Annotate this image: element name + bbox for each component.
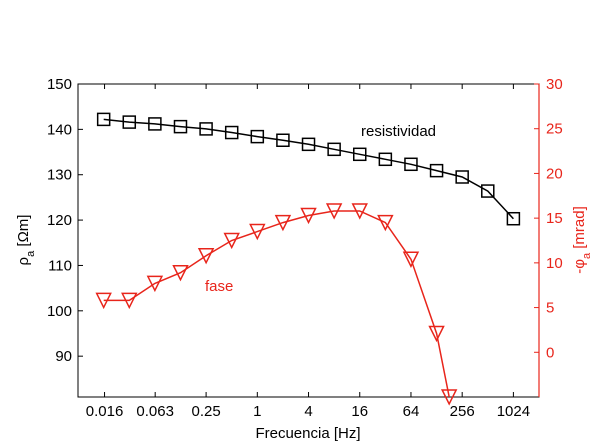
data-point [378, 152, 393, 167]
data-point [300, 207, 317, 225]
data-point [173, 119, 188, 134]
left-axis-title-unit: [Ωm] [15, 215, 32, 251]
x-axis: 0.016 0.063 0.25 1 4 16 64 256 1024 [86, 84, 530, 420]
left-tick-label: 130 [47, 167, 72, 184]
right-axis-title-sub: a [581, 252, 593, 259]
data-point [351, 203, 368, 220]
data-point [301, 137, 316, 152]
data-point [172, 264, 189, 282]
left-axis-title-sub: a [25, 250, 37, 257]
data-point [224, 125, 239, 140]
data-point [327, 142, 341, 157]
left-tick-label: 120 [47, 212, 72, 229]
annotation-fase: fase [205, 278, 233, 295]
data-point [96, 112, 111, 127]
data-point [455, 170, 469, 184]
x-tick-label: 0.016 [86, 403, 124, 420]
data-point [199, 122, 213, 136]
x-axis-title: Frecuencia [Hz] [255, 425, 360, 442]
data-point [276, 133, 290, 147]
data-point [223, 232, 240, 250]
data-point [377, 214, 394, 232]
data-point [274, 214, 292, 232]
data-point [352, 147, 367, 162]
series-layer [95, 112, 521, 406]
data-point [95, 292, 112, 310]
right-tick-label: 15 [546, 210, 563, 227]
x-tick-label: 1024 [497, 403, 530, 420]
right-tick-label: 0 [546, 344, 554, 361]
left-axis-title-main: ρ [15, 257, 32, 266]
right-tick-label: 10 [546, 255, 563, 272]
series-line [103, 210, 450, 398]
data-point [325, 203, 343, 220]
data-point [429, 163, 444, 178]
data-point [481, 184, 495, 198]
plot-frame [77, 83, 540, 398]
left-tick-label: 90 [55, 348, 72, 365]
right-axis-title: -φa [mrad] [571, 206, 593, 274]
annotation-resistividad: resistividad [361, 123, 436, 140]
data-point [148, 117, 162, 131]
right-tick-label: 5 [546, 300, 554, 317]
data-point [404, 157, 418, 172]
data-point [428, 325, 445, 343]
series-line [103, 118, 514, 220]
right-y-axis: 0 5 10 15 20 25 30 [534, 76, 563, 361]
left-tick-label: 140 [47, 121, 72, 138]
left-tick-label: 110 [48, 257, 72, 274]
series-fase [95, 203, 458, 406]
x-tick-label: 1 [253, 403, 261, 420]
data-point [121, 292, 138, 310]
data-point [250, 129, 265, 144]
right-tick-label: 30 [546, 76, 563, 93]
x-tick-label: 256 [450, 403, 475, 420]
data-point [122, 115, 137, 129]
data-point [402, 251, 420, 268]
data-point [146, 275, 164, 293]
left-tick-label: 150 [47, 76, 72, 93]
data-point [249, 223, 266, 241]
right-axis-title-unit: [mrad] [571, 206, 588, 253]
x-tick-label: 0.25 [191, 403, 220, 420]
right-axis-title-pre: -φ [571, 259, 588, 274]
x-tick-label: 64 [403, 403, 420, 420]
data-point [506, 211, 521, 226]
left-y-axis: 90 100 110 120 130 140 150 [47, 76, 83, 365]
left-tick-label: 100 [47, 303, 72, 320]
x-tick-label: 4 [304, 403, 312, 420]
x-tick-label: 0.063 [136, 403, 174, 420]
right-tick-label: 20 [546, 165, 563, 182]
data-point [440, 389, 458, 406]
x-tick-label: 16 [351, 403, 368, 420]
left-axis-title: ρa [Ωm] [15, 215, 37, 266]
series-resistividad [96, 112, 521, 226]
data-point [197, 247, 215, 265]
right-tick-label: 25 [546, 121, 563, 138]
